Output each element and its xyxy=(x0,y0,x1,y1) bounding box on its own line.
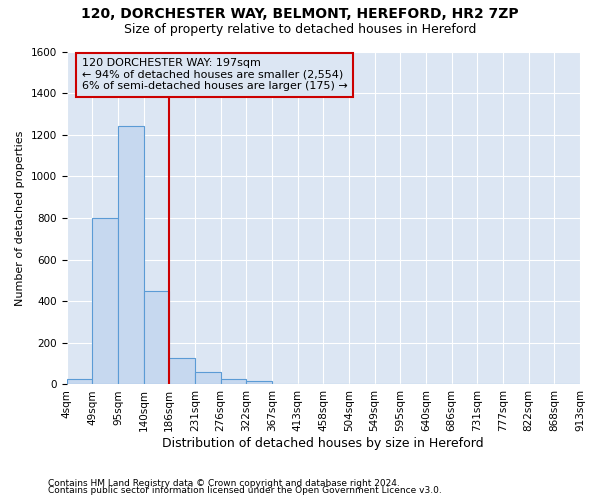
Bar xyxy=(92,218,118,384)
Bar xyxy=(143,291,169,384)
X-axis label: Distribution of detached houses by size in Hereford: Distribution of detached houses by size … xyxy=(163,437,484,450)
Text: Size of property relative to detached houses in Hereford: Size of property relative to detached ho… xyxy=(124,22,476,36)
Text: Contains HM Land Registry data © Crown copyright and database right 2024.: Contains HM Land Registry data © Crown c… xyxy=(48,478,400,488)
Text: Contains public sector information licensed under the Open Government Licence v3: Contains public sector information licen… xyxy=(48,486,442,495)
Bar xyxy=(195,372,221,384)
Bar xyxy=(67,380,92,384)
Bar xyxy=(169,358,195,384)
Bar xyxy=(221,378,246,384)
Text: 120 DORCHESTER WAY: 197sqm
← 94% of detached houses are smaller (2,554)
6% of se: 120 DORCHESTER WAY: 197sqm ← 94% of deta… xyxy=(82,58,347,92)
Bar xyxy=(118,126,143,384)
Text: 120, DORCHESTER WAY, BELMONT, HEREFORD, HR2 7ZP: 120, DORCHESTER WAY, BELMONT, HEREFORD, … xyxy=(81,8,519,22)
Bar xyxy=(246,380,272,384)
Y-axis label: Number of detached properties: Number of detached properties xyxy=(15,130,25,306)
